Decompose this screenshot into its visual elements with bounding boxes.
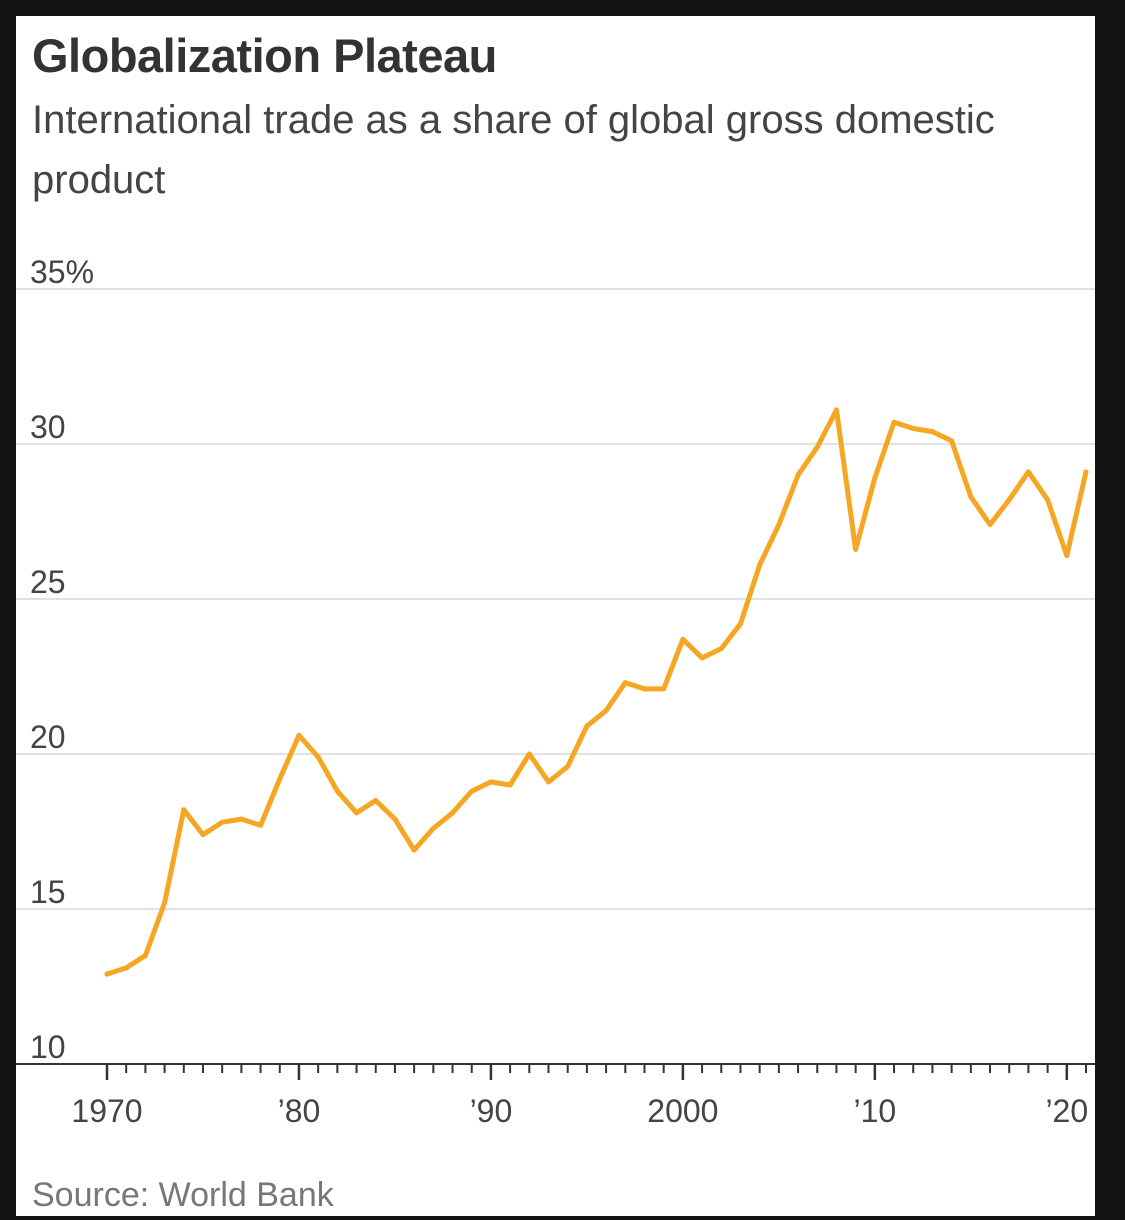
data-point-1986 [411,847,417,853]
grid-lines [16,288,1095,910]
data-point-2009 [853,546,859,552]
data-point-2011 [891,419,897,425]
data-point-2021 [1083,469,1089,475]
data-point-1991 [507,782,513,788]
data-point-1987 [430,825,436,831]
chart-subtitle: International trade as a share of global… [32,98,995,202]
data-point-1970 [104,971,110,977]
source-note: Source: World Bank [32,1176,334,1214]
data-point-1972 [142,953,148,958]
data-point-1998 [641,686,647,692]
data-point-1980 [296,732,302,738]
y-tick-label-30: 30 [30,409,66,445]
data-point-2002 [718,646,724,652]
data-point-1993 [546,779,552,785]
data-point-1994 [565,763,571,769]
x-tick-label-2010: ’10 [853,1093,896,1129]
series-layer [104,407,1089,977]
data-point-2012 [910,426,916,431]
data-point-1989 [469,788,475,794]
data-point-2004 [757,562,763,568]
data-point-1982 [334,788,340,794]
data-point-2013 [929,429,935,435]
data-point-1975 [200,832,206,838]
data-point-2003 [737,621,743,627]
y-tick-label-10: 10 [30,1029,66,1065]
x-tick-label-1970: 1970 [71,1093,142,1129]
data-point-2015 [968,494,974,500]
data-point-1977 [238,816,244,822]
y-tick-label-20: 20 [30,719,66,755]
data-point-1974 [181,807,187,813]
data-point-1990 [488,779,494,785]
data-point-1981 [315,754,321,760]
data-point-1976 [219,819,225,825]
y-axis-labels: 35% 30 25 20 15 10 [30,254,94,1065]
y-tick-label-35: 35% [30,254,94,290]
data-point-2010 [872,475,878,481]
line-chart: 35% 30 25 20 15 10 1970 ’80 ’90 2000 ’10 ’20 [16,254,1095,1129]
chart-card: Globalization Plateau International trad… [16,16,1095,1216]
data-point-1999 [661,686,667,692]
data-point-1988 [450,810,456,816]
data-point-2019 [1045,497,1051,503]
data-point-1995 [584,723,590,729]
data-point-1992 [526,751,532,757]
x-tick-label-1990: ’90 [470,1093,513,1129]
x-tick-label-1980: ’80 [278,1093,321,1129]
data-point-1979 [277,776,283,782]
data-point-1978 [258,822,264,828]
chart-title: Globalization Plateau [32,29,497,82]
data-point-1973 [162,900,168,906]
x-tick-label-2000: 2000 [647,1093,718,1129]
data-point-1983 [354,810,360,816]
data-point-2007 [814,444,820,450]
y-tick-label-15: 15 [30,874,66,910]
data-point-1984 [373,798,379,803]
series-line-0 [104,407,1089,977]
data-point-2016 [987,522,993,528]
data-point-2017 [1006,497,1012,503]
data-point-2020 [1064,553,1070,559]
y-tick-label-25: 25 [30,564,66,600]
data-point-2008 [833,407,839,413]
data-point-2006 [795,472,801,478]
data-point-1997 [622,680,628,686]
data-point-2005 [776,522,782,528]
data-point-2014 [949,438,955,444]
data-point-1971 [123,965,129,971]
data-point-1985 [392,816,398,822]
data-point-2018 [1025,469,1031,475]
x-axis: 1970 ’80 ’90 2000 ’10 ’20 [16,1063,1095,1129]
data-point-1996 [603,708,609,714]
x-tick-label-2020: ’20 [1045,1093,1088,1129]
data-point-2000 [680,636,686,642]
data-point-2001 [699,655,705,661]
